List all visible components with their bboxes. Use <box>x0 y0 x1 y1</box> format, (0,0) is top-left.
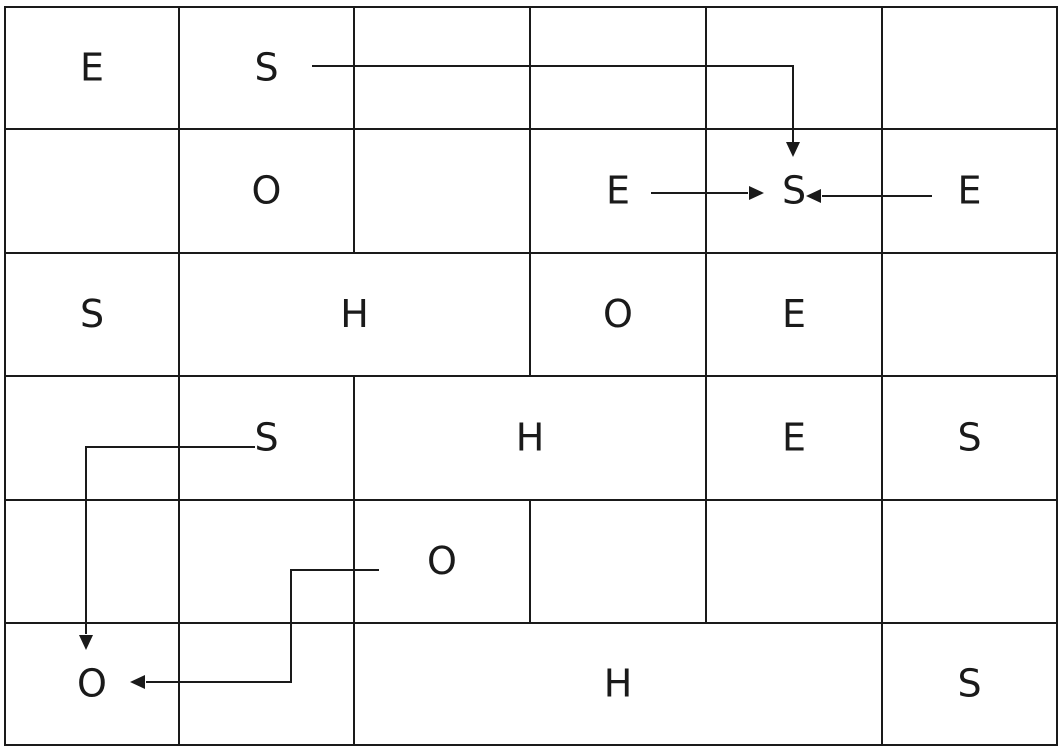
arrowhead <box>749 186 764 200</box>
cell-letter-r1c3: E <box>606 169 630 213</box>
cell-letter-r1c4: S <box>782 169 806 213</box>
arrow-line <box>85 446 255 634</box>
cell-letter-r1c5: E <box>957 169 981 213</box>
arrow-e-to-s-right <box>806 189 932 203</box>
arrow-e-to-s-left <box>651 186 764 200</box>
cell-letter-r5c5: S <box>957 662 981 706</box>
grid-arrows <box>79 65 932 689</box>
cell-letter-r2c1: H <box>340 292 369 336</box>
cell-letter-r5c2: H <box>604 662 633 706</box>
cell-letter-r2c4: E <box>782 292 806 336</box>
arrow-line <box>312 65 794 142</box>
grid-lines <box>4 6 1058 746</box>
cell-letter-r3c1: S <box>254 416 278 460</box>
arrow-s-to-s <box>312 65 800 157</box>
cell-letter-r0c1: S <box>254 46 278 90</box>
cell-letter-r2c3: O <box>603 292 633 336</box>
cell-letter-r0c0: E <box>80 46 104 90</box>
cell-letter-r1c1: O <box>252 169 282 213</box>
cell-letter-r5c0: O <box>77 662 107 706</box>
cell-letter-r3c4: E <box>782 416 806 460</box>
cell-letter-r2c0: S <box>80 292 104 336</box>
arrowhead <box>786 142 800 157</box>
arrow-s-to-o <box>79 446 255 650</box>
arrow-o-to-o <box>130 569 379 689</box>
cell-letter-r3c5: S <box>957 416 981 460</box>
cell-letter-r4c2: O <box>427 539 457 583</box>
arrowhead <box>806 189 821 203</box>
arrow-line <box>146 569 379 683</box>
arrowhead <box>79 635 93 650</box>
grid-cells: E S O E S E S H O E S H E S O O H S <box>77 46 982 706</box>
arrowhead <box>130 675 145 689</box>
cell-letter-r3c2: H <box>516 416 545 460</box>
